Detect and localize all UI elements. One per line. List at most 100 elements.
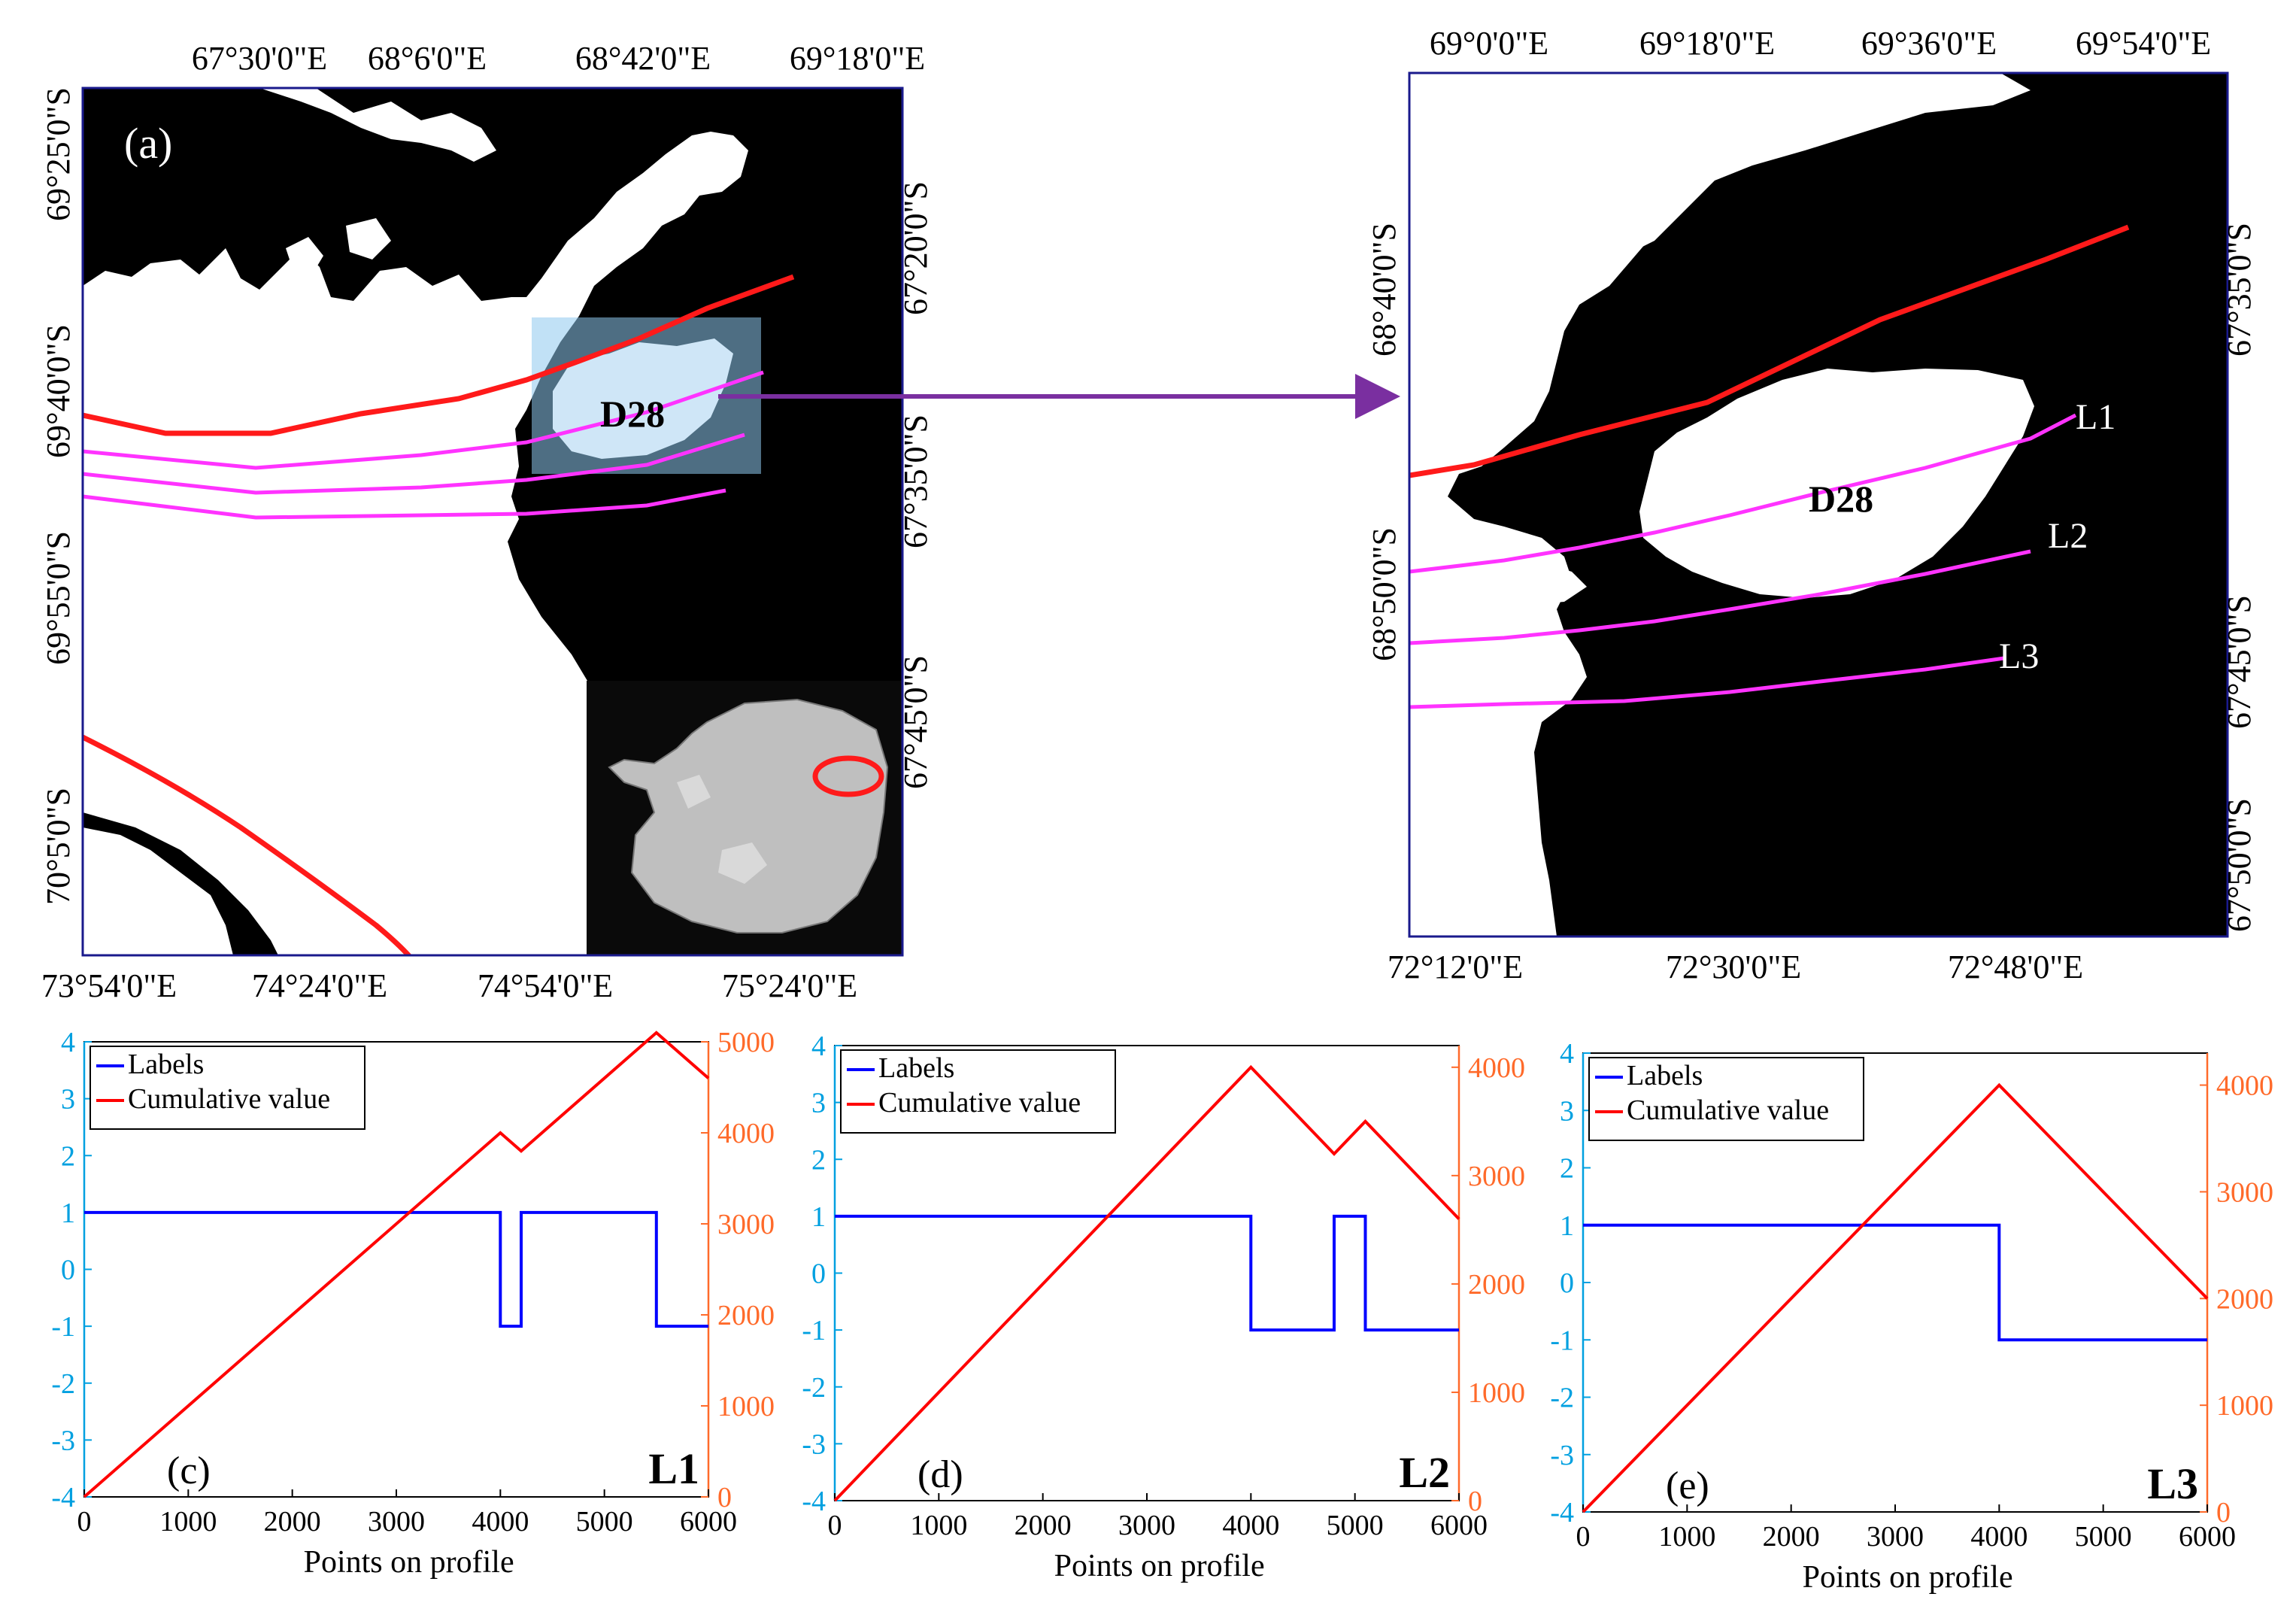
map-a-island	[286, 237, 323, 275]
x-tick-label: 5000	[576, 1506, 633, 1538]
panel-a-tag: (a)	[124, 119, 172, 168]
map-tick-label: 74°24'0"E	[252, 967, 387, 1004]
x-tick-label: 1000	[1658, 1521, 1715, 1553]
map-tick-label: 67°35'0"S	[2221, 223, 2258, 357]
legend-box	[1588, 1057, 1864, 1141]
legend-label: Labels	[878, 1052, 954, 1084]
map-a-land	[83, 132, 835, 955]
chart-panel-c: 0 1000 2000 3000 4000 5000 6000 -4 -3 -2 -1 0 1 2 3 4 0 1…	[51, 1027, 775, 1580]
x-tick-label: 5000	[2075, 1521, 2132, 1553]
y-left-tick-label: 1	[1560, 1210, 1574, 1242]
labels-series-line	[84, 1210, 708, 1328]
y-left-tick-label: 2	[1560, 1153, 1574, 1185]
map-b-coast-top	[1632, 73, 2031, 248]
y-left-tick-label: -2	[1550, 1383, 1574, 1414]
y-left-tick-label: 0	[61, 1255, 75, 1286]
y-left-tick-label: -3	[1550, 1440, 1574, 1471]
map-tick-label: 69°40'0"S	[40, 324, 77, 458]
map-tick-label: 67°20'0"S	[897, 181, 934, 315]
map-a-left-ticks: 69°25'0"S 69°40'0"S 69°55'0"S 70°5'0"S	[40, 87, 77, 905]
panel-b-iceberg-label: D28	[1809, 478, 1873, 520]
y-right-tick-label: 1000	[2216, 1390, 2273, 1422]
profile-label-l3: L3	[1999, 636, 2039, 676]
x-tick-label: 4000	[472, 1506, 529, 1538]
y-right-tick-label: 3000	[1468, 1161, 1525, 1192]
map-a-coast-strip	[259, 88, 496, 162]
y-left-tick-label: -4	[802, 1486, 826, 1517]
map-tick-label: 69°54'0"E	[2076, 25, 2211, 62]
legend-label: Labels	[128, 1049, 204, 1080]
profile-line-1	[83, 370, 764, 470]
y-right-tick-label: 4000	[2216, 1070, 2273, 1102]
y-left-tick-label: -2	[802, 1372, 826, 1404]
x-tick-label: 4000	[1222, 1510, 1279, 1541]
labels-series-line	[835, 1214, 1459, 1332]
map-tick-label: 69°36'0"E	[1861, 25, 1997, 62]
profile-line-3	[1409, 656, 2005, 709]
x-tick-label: 0	[828, 1510, 842, 1541]
y-right-tick-label: 0	[2216, 1497, 2231, 1528]
profile-line-2	[1409, 549, 2031, 645]
map-tick-label: 67°50'0"S	[2221, 798, 2258, 932]
map-tick-label: 67°30'0"E	[192, 40, 327, 77]
y-left-tick-label: -1	[51, 1311, 75, 1343]
y-right-tick-label: 0	[1468, 1486, 1482, 1517]
map-tick-label: 69°18'0"E	[1639, 25, 1775, 62]
y-left-tick-label: -2	[51, 1368, 75, 1400]
map-a-frame	[81, 87, 904, 957]
x-tick-label: 6000	[1430, 1510, 1488, 1541]
map-tick-label: 72°48'0"E	[1948, 949, 2083, 985]
map-panel-b: (b) D28 L1 L2 L3 69°0'0"E 69°18'0"E 69°36'…	[1366, 25, 2258, 985]
chart-panel-tag: (d)	[917, 1453, 963, 1496]
x-axis-label: Points on profile	[1803, 1560, 2013, 1595]
map-tick-label: 67°35'0"S	[897, 414, 934, 548]
x-tick-label: 1000	[159, 1506, 217, 1538]
x-tick-label: 2000	[1015, 1510, 1072, 1541]
x-tick-label: 2000	[1763, 1521, 1820, 1553]
y-left-tick-label: 1	[811, 1201, 826, 1233]
x-axis-label: Points on profile	[304, 1545, 514, 1580]
x-tick-label: 3000	[1867, 1521, 1924, 1553]
x-tick-label: 5000	[1327, 1510, 1384, 1541]
flight-track-north	[83, 274, 795, 436]
map-panel-a: (a) D28 67°30'0"E 68°6'0"E 68°42'0"E 69°18'…	[40, 40, 934, 1004]
x-tick-label: 6000	[680, 1506, 737, 1538]
map-tick-label: 75°24'0"E	[722, 967, 857, 1004]
x-tick-label: 6000	[2179, 1521, 2236, 1553]
legend-label: Cumulative value	[128, 1083, 330, 1115]
panel-b-tag: (b)	[1463, 104, 1514, 153]
chart-panel-e: 0 1000 2000 3000 4000 5000 6000 -4 -3 -2 -1 0 1 2 3 4 0 1…	[1550, 1038, 2273, 1595]
x-tick-label: 2000	[264, 1506, 321, 1538]
y-right-tick-label: 3000	[717, 1209, 775, 1240]
y-left-tick-label: 0	[1560, 1267, 1574, 1299]
map-b-inlet-upper	[1409, 233, 1564, 293]
map-tick-label: 68°6'0"E	[368, 40, 487, 77]
map-b-left-ticks: 68°40'0"S 68°50'0"S	[1366, 223, 1403, 661]
y-right-tick-label: 2000	[717, 1300, 775, 1331]
y-left-tick-label: 1	[61, 1198, 75, 1229]
map-a-land-south	[83, 827, 233, 955]
x-tick-label: 3000	[368, 1506, 425, 1538]
y-right-tick-label: 5000	[717, 1027, 775, 1058]
profile-line-2	[83, 433, 745, 495]
y-right-tick-label: 4000	[717, 1118, 775, 1149]
y-right-tick-label: 4000	[1468, 1052, 1525, 1084]
map-tick-label: 68°42'0"E	[575, 40, 711, 77]
legend-box	[89, 1046, 365, 1130]
x-tick-label: 1000	[910, 1510, 967, 1541]
chart-panel-tag: (e)	[1666, 1465, 1709, 1507]
map-a-right-ticks: 67°20'0"S 67°35'0"S 67°45'0"S	[897, 181, 934, 789]
map-tick-label: 72°30'0"E	[1666, 949, 1801, 985]
y-right-tick-label: 2000	[1468, 1269, 1525, 1301]
legend-label: Cumulative value	[1627, 1094, 1829, 1126]
inset-location-marker	[812, 755, 884, 797]
y-left-tick-label: 2	[61, 1140, 75, 1172]
map-tick-label: 69°18'0"E	[790, 40, 925, 77]
x-tick-label: 4000	[1970, 1521, 2028, 1553]
chart-profile-label: L3	[2147, 1459, 2198, 1508]
map-b-bottom-ticks: 72°12'0"E 72°30'0"E 72°48'0"E	[1388, 949, 2083, 985]
map-b-top-ticks: 69°0'0"E 69°18'0"E 69°36'0"E 69°54'0"E	[1430, 25, 2211, 62]
map-a-bottom-ticks: 73°54'0"E 74°24'0"E 74°54'0"E 75°24'0"E	[41, 967, 857, 1004]
y-left-tick-label: 4	[811, 1031, 826, 1062]
